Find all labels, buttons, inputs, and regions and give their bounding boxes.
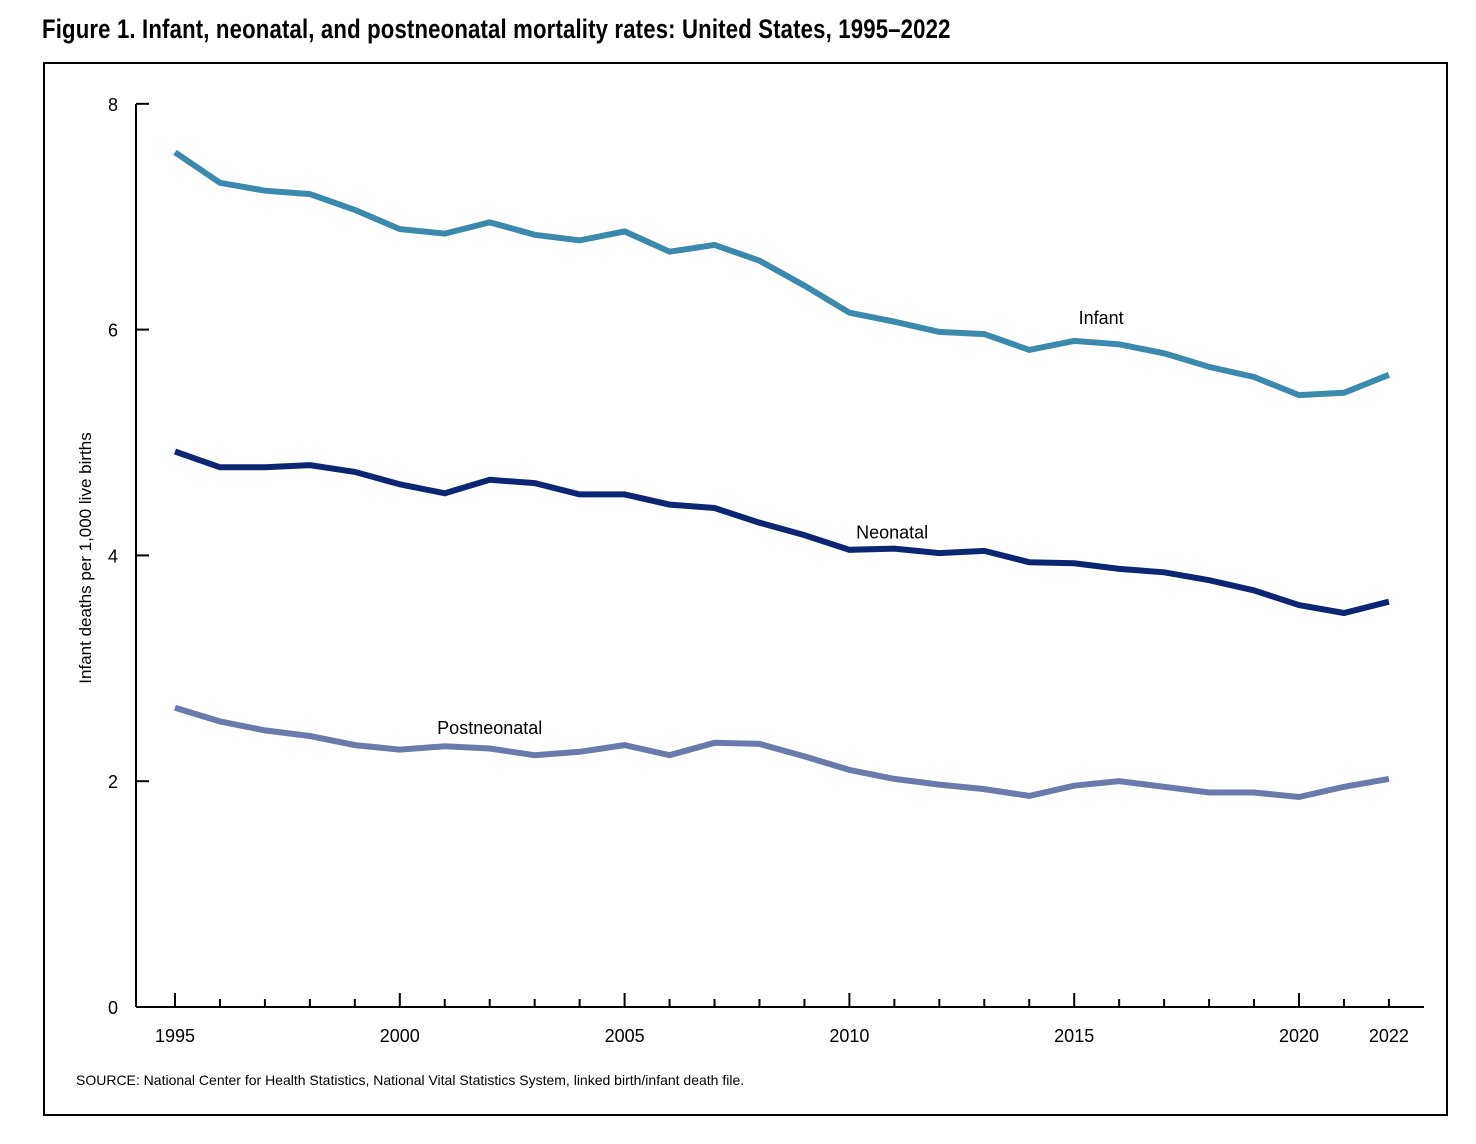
- y-axis-label: Infant deaths per 1,000 live births: [76, 432, 95, 683]
- y-tick-label: 0: [108, 998, 118, 1018]
- y-tick-label: 6: [108, 321, 118, 341]
- y-tick-label: 2: [108, 772, 118, 792]
- series-label-infant: Infant: [1079, 308, 1124, 328]
- figure-frame: [43, 62, 1448, 1116]
- series-label-postneonatal: Postneonatal: [437, 718, 542, 738]
- figure-title: Figure 1. Infant, neonatal, and postneon…: [42, 14, 951, 44]
- x-tick-label: 2010: [829, 1026, 869, 1046]
- series-line-postneonatal: [174, 704, 1390, 801]
- x-tick-label: 1995: [155, 1026, 195, 1046]
- x-tick-label: 2005: [605, 1026, 645, 1046]
- y-tick-label: 8: [108, 95, 118, 115]
- series-line-infant: [173, 149, 1391, 399]
- x-tick-label: 2020: [1279, 1026, 1319, 1046]
- x-tick-label: 2022: [1369, 1026, 1409, 1046]
- series-line-neonatal: [174, 448, 1390, 617]
- y-tick-label: 4: [108, 546, 118, 566]
- axes: 0 2 4 6 8 1995 2000 2005 2010 2015 2020 2022: [108, 95, 1424, 1046]
- series-labels: Infant Neonatal Postneonatal: [437, 308, 1124, 738]
- x-tick-label: 2000: [380, 1026, 420, 1046]
- x-tick-label: 2015: [1054, 1026, 1094, 1046]
- series-label-neonatal: Neonatal: [856, 522, 928, 542]
- source-note: SOURCE: National Center for Health Stati…: [76, 1072, 745, 1088]
- series-group: [173, 149, 1391, 801]
